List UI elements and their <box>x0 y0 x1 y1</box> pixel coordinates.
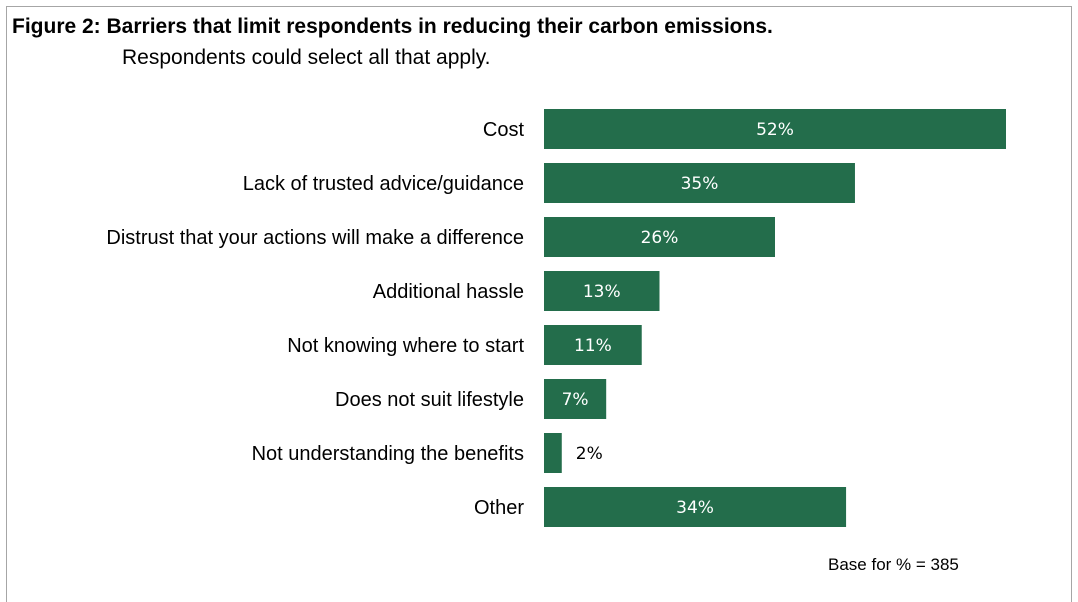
bar-0 <box>544 109 1006 149</box>
bar-3 <box>544 271 660 311</box>
bar-6 <box>544 433 562 473</box>
category-label-4: Not knowing where to start <box>287 335 524 357</box>
value-label-5: 7% <box>562 390 589 410</box>
bar-2 <box>544 217 775 257</box>
bar-5 <box>544 379 607 419</box>
chart-title: Figure 2: Barriers that limit respondent… <box>12 15 773 38</box>
chart-subtitle: Respondents could select all that apply. <box>122 46 491 69</box>
bars-group: Cost 52% Lack of trusted advice/guidance 35… <box>106 109 1006 527</box>
value-label-3: 13% <box>583 282 621 302</box>
value-label-7: 34% <box>676 498 714 518</box>
value-label-0: 52% <box>756 120 794 140</box>
category-label-7: Other <box>474 497 524 519</box>
chart-frame <box>6 6 1072 602</box>
category-label-0: Cost <box>483 119 525 141</box>
category-label-6: Not understanding the benefits <box>252 443 524 465</box>
bar-7 <box>544 487 847 527</box>
value-label-4: 11% <box>574 336 612 356</box>
category-label-2: Distrust that your actions will make a d… <box>106 227 524 249</box>
bar-4 <box>544 325 642 365</box>
base-note: Base for % = 385 <box>828 555 959 574</box>
bar-1 <box>544 163 855 203</box>
category-label-5: Does not suit lifestyle <box>335 389 524 411</box>
category-label-3: Additional hassle <box>373 281 524 303</box>
value-label-6: 2% <box>576 444 603 464</box>
category-label-1: Lack of trusted advice/guidance <box>243 173 524 195</box>
value-label-1: 35% <box>681 174 719 194</box>
value-label-2: 26% <box>641 228 679 248</box>
